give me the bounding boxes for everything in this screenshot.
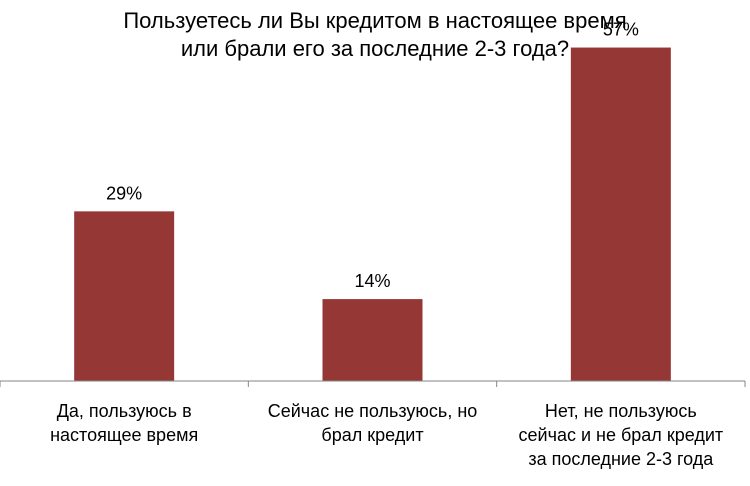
chart-title: Пользуетесь ли Вы кредитом в настоящее в… (123, 8, 626, 61)
bar-3 (570, 47, 671, 382)
category-label-2-line-2: брал кредит (321, 425, 423, 445)
bar-2 (322, 299, 423, 381)
data-label-2: 14% (354, 271, 390, 291)
bars (74, 47, 671, 382)
chart-title-line-1: Пользуетесь ли Вы кредитом в настоящее в… (123, 8, 626, 33)
category-label-1-line-1: Да, пользуюсь в (57, 401, 192, 421)
data-label-3: 57% (603, 20, 639, 40)
category-label-2-line-1: Сейчас не пользуюсь, но (268, 401, 478, 421)
category-label-3-line-2: сейчас и не брал кредит (519, 425, 724, 445)
data-labels: 29% 14% 57% (106, 20, 639, 292)
x-axis-ticks (0, 381, 746, 387)
category-label-1-line-2: настоящее время (50, 425, 198, 445)
data-label-1: 29% (106, 183, 142, 203)
category-label-3-line-3: за последние 2-3 года (528, 449, 714, 469)
category-label-3-line-1: Нет, не пользуюсь (545, 401, 697, 421)
bar-1 (74, 211, 175, 381)
category-labels: Да, пользуюсь в настоящее время Сейчас не … (50, 401, 723, 469)
chart-title-line-2: или брали его за последние 2-3 года? (181, 36, 569, 61)
